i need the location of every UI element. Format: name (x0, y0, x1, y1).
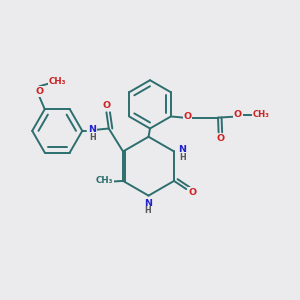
Text: H: H (179, 153, 186, 162)
Text: O: O (216, 134, 224, 143)
Text: O: O (35, 87, 44, 96)
Text: H: H (89, 133, 96, 142)
Text: H: H (145, 206, 151, 215)
Text: N: N (144, 199, 152, 208)
Text: CH₃: CH₃ (48, 77, 66, 86)
Text: O: O (188, 188, 196, 197)
Text: N: N (88, 125, 96, 134)
Text: O: O (183, 112, 191, 121)
Text: O: O (234, 110, 242, 119)
Text: CH₃: CH₃ (96, 176, 113, 185)
Text: CH₃: CH₃ (253, 110, 270, 119)
Text: N: N (178, 145, 186, 154)
Text: O: O (103, 101, 111, 110)
